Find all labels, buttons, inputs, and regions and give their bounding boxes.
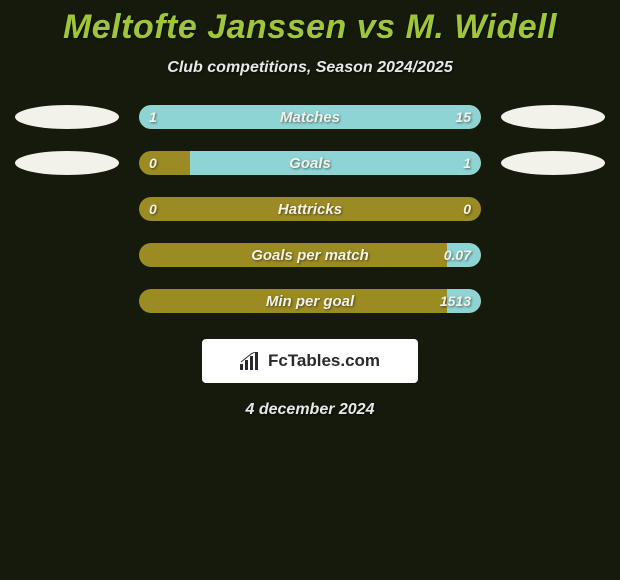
stat-label: Min per goal — [139, 293, 481, 310]
fctables-logo: FcTables.com — [240, 351, 380, 371]
bar-chart-icon — [240, 352, 262, 370]
stat-row: 01Goals — [0, 151, 620, 175]
stat-rows: 115Matches 01Goals 00Hattricks 0.07Goals pe… — [0, 105, 620, 313]
stat-row: 1513Min per goal — [0, 289, 620, 313]
left-ellipse — [15, 105, 119, 129]
stat-label: Goals per match — [139, 247, 481, 264]
stat-row: 115Matches — [0, 105, 620, 129]
stat-bar: 115Matches — [139, 105, 481, 129]
footer-logo-text: FcTables.com — [268, 351, 380, 371]
footer-logo-box: FcTables.com — [202, 339, 418, 383]
stat-label: Matches — [139, 109, 481, 126]
page-subtitle: Club competitions, Season 2024/2025 — [0, 59, 620, 77]
stat-bar: 00Hattricks — [139, 197, 481, 221]
comparison-infographic: Meltofte Janssen vs M. Widell Club compe… — [0, 0, 620, 419]
right-ellipse — [501, 151, 605, 175]
stat-row: 0.07Goals per match — [0, 243, 620, 267]
stat-bar: 0.07Goals per match — [139, 243, 481, 267]
stat-row: 00Hattricks — [0, 197, 620, 221]
left-ellipse — [15, 151, 119, 175]
stat-label: Goals — [139, 155, 481, 172]
page-title: Meltofte Janssen vs M. Widell — [0, 8, 620, 47]
date-text: 4 december 2024 — [0, 401, 620, 419]
stat-label: Hattricks — [139, 201, 481, 218]
stat-bar: 1513Min per goal — [139, 289, 481, 313]
stat-bar: 01Goals — [139, 151, 481, 175]
right-ellipse — [501, 105, 605, 129]
